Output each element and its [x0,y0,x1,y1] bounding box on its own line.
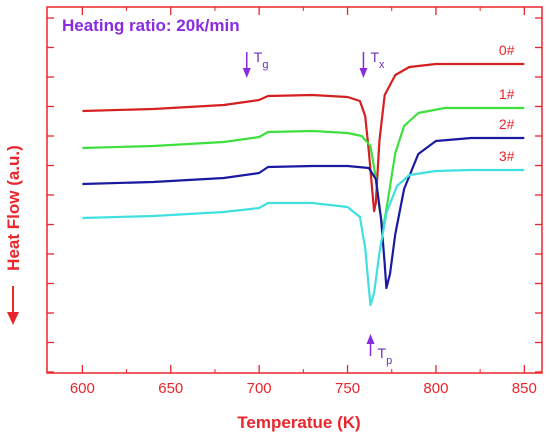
x-tick-label-700: 700 [247,380,272,397]
x-tick-label-650: 650 [158,380,183,397]
x-tick-label-750: 750 [335,380,360,397]
x-tick-label-800: 800 [423,380,448,397]
x-tick-label-850: 850 [512,380,537,397]
series-label-3: 3# [499,148,515,164]
x-tick-label-600: 600 [70,380,95,397]
series-label-2: 2# [499,116,515,132]
x-axis-label: Temperatue (K) [237,413,360,432]
annotation-tp: Tp [366,334,393,367]
series-label-1: 1# [499,86,515,102]
annotation-label-tx: Tx [370,49,385,71]
chart-heading: Heating ratio: 20k/min [62,16,240,35]
y-axis-label: Heat Flow (a.u.) [4,145,23,271]
annotation-tx: Tx [359,49,385,78]
y-axis-arrow [7,286,19,325]
series-label-0: 0# [499,42,515,58]
annotation-tg: Tg [242,49,269,78]
annotation-label-tp: Tp [378,345,393,367]
annotation-label-tg: Tg [254,49,269,71]
plot-frame [46,6,543,374]
series-2-curve [82,136,525,290]
series-3-curve [82,168,525,307]
